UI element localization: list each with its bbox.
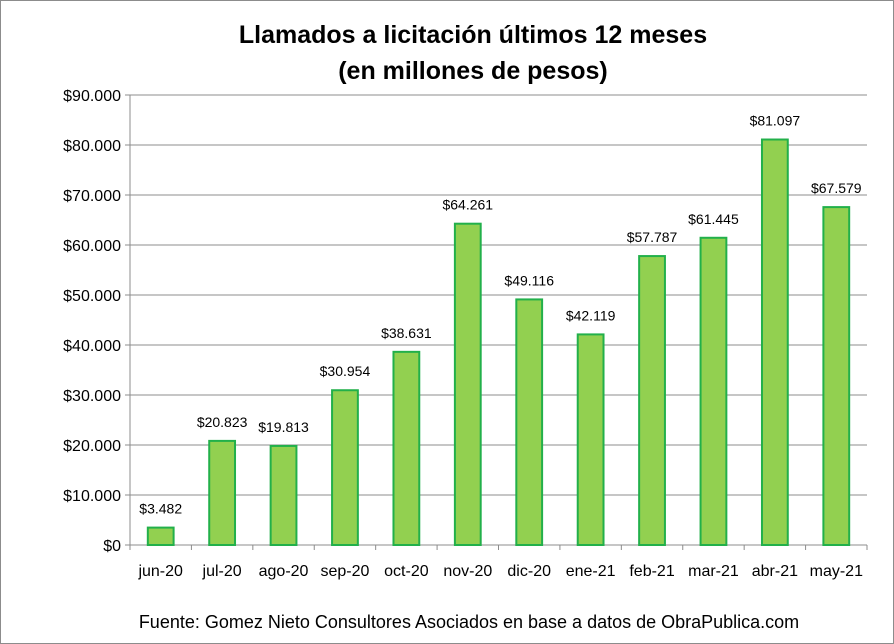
x-tick-label-feb-21: feb-21 — [629, 563, 674, 580]
bar-feb-21 — [638, 255, 666, 546]
x-tick-label-ene-21: ene-21 — [566, 563, 616, 580]
bar-abr-21 — [760, 138, 789, 546]
data-label-ago-20: $19.813 — [258, 419, 309, 435]
y-tick-label: $90.000 — [63, 88, 121, 105]
bar-mar-21 — [699, 236, 728, 546]
bar-nov-20 — [453, 222, 482, 546]
y-tick-label: $30.000 — [63, 388, 121, 405]
x-tick-label-jul-20: jul-20 — [202, 563, 242, 580]
y-tick-label: $60.000 — [63, 238, 121, 255]
x-tick-label-oct-20: oct-20 — [384, 563, 429, 580]
bar-oct-20 — [392, 350, 421, 546]
chart-title-line-1: Llamados a licitación últimos 12 meses — [239, 21, 707, 49]
data-label-oct-20: $38.631 — [381, 325, 432, 341]
data-label-feb-21: $57.787 — [627, 229, 678, 245]
chart-title-line-2: (en millones de pesos) — [338, 57, 608, 85]
x-tick-label-jun-20: jun-20 — [137, 563, 183, 580]
x-tick-label-nov-20: nov-20 — [443, 563, 492, 580]
gridlines — [130, 94, 867, 496]
x-tick-label-mar-21: mar-21 — [688, 563, 739, 580]
y-tick-label: $80.000 — [63, 138, 121, 155]
x-tick-label-ago-20: ago-20 — [259, 563, 309, 580]
data-label-sep-20: $30.954 — [320, 363, 371, 379]
data-label-jun-20: $3.482 — [139, 501, 182, 517]
bar-jun-20 — [146, 526, 175, 547]
data-label-ene-21: $42.119 — [566, 307, 616, 323]
bar-may-21 — [822, 206, 851, 546]
data-label-may-21: $67.579 — [811, 180, 862, 196]
data-label-dic-20: $49.116 — [504, 272, 554, 288]
y-tick-label: $40.000 — [63, 338, 121, 355]
data-label-nov-20: $64.261 — [442, 197, 493, 213]
source-note: Fuente: Gomez Nieto Consultores Asociado… — [139, 612, 799, 632]
x-tick-labels: jun-20 jul-20 ago-20 sep-20 oct-20 nov-20 dic-… — [137, 563, 863, 580]
data-labels: $3.482 $20.823 $19.813 $30.954 $38.631 $64.26… — [139, 113, 862, 517]
y-tick-label: $0 — [103, 538, 121, 555]
y-tick-label: $50.000 — [63, 288, 121, 305]
x-tick-label-dic-20: dic-20 — [507, 563, 551, 580]
bar-jul-20 — [208, 439, 237, 547]
bar-ago-20 — [269, 444, 298, 546]
y-tick-label: $10.000 — [63, 488, 121, 505]
x-tick-label-abr-21: abr-21 — [752, 563, 798, 580]
data-label-jul-20: $20.823 — [197, 414, 248, 430]
bar-ene-21 — [576, 333, 605, 546]
y-tick-label: $70.000 — [63, 188, 121, 205]
data-label-mar-21: $61.445 — [688, 211, 739, 227]
x-tick-label-may-21: may-21 — [810, 563, 863, 580]
y-tick-label: $20.000 — [63, 438, 121, 455]
bar-sep-20 — [331, 389, 359, 547]
x-tick-label-sep-20: sep-20 — [320, 563, 369, 580]
bars — [146, 138, 851, 547]
y-tick-labels: $0 $10.000 $20.000 $30.000 $40.000 $50.000 $60… — [63, 88, 121, 555]
bar-dic-20 — [515, 298, 544, 547]
data-label-abr-21: $81.097 — [750, 113, 801, 129]
axes — [125, 94, 868, 550]
